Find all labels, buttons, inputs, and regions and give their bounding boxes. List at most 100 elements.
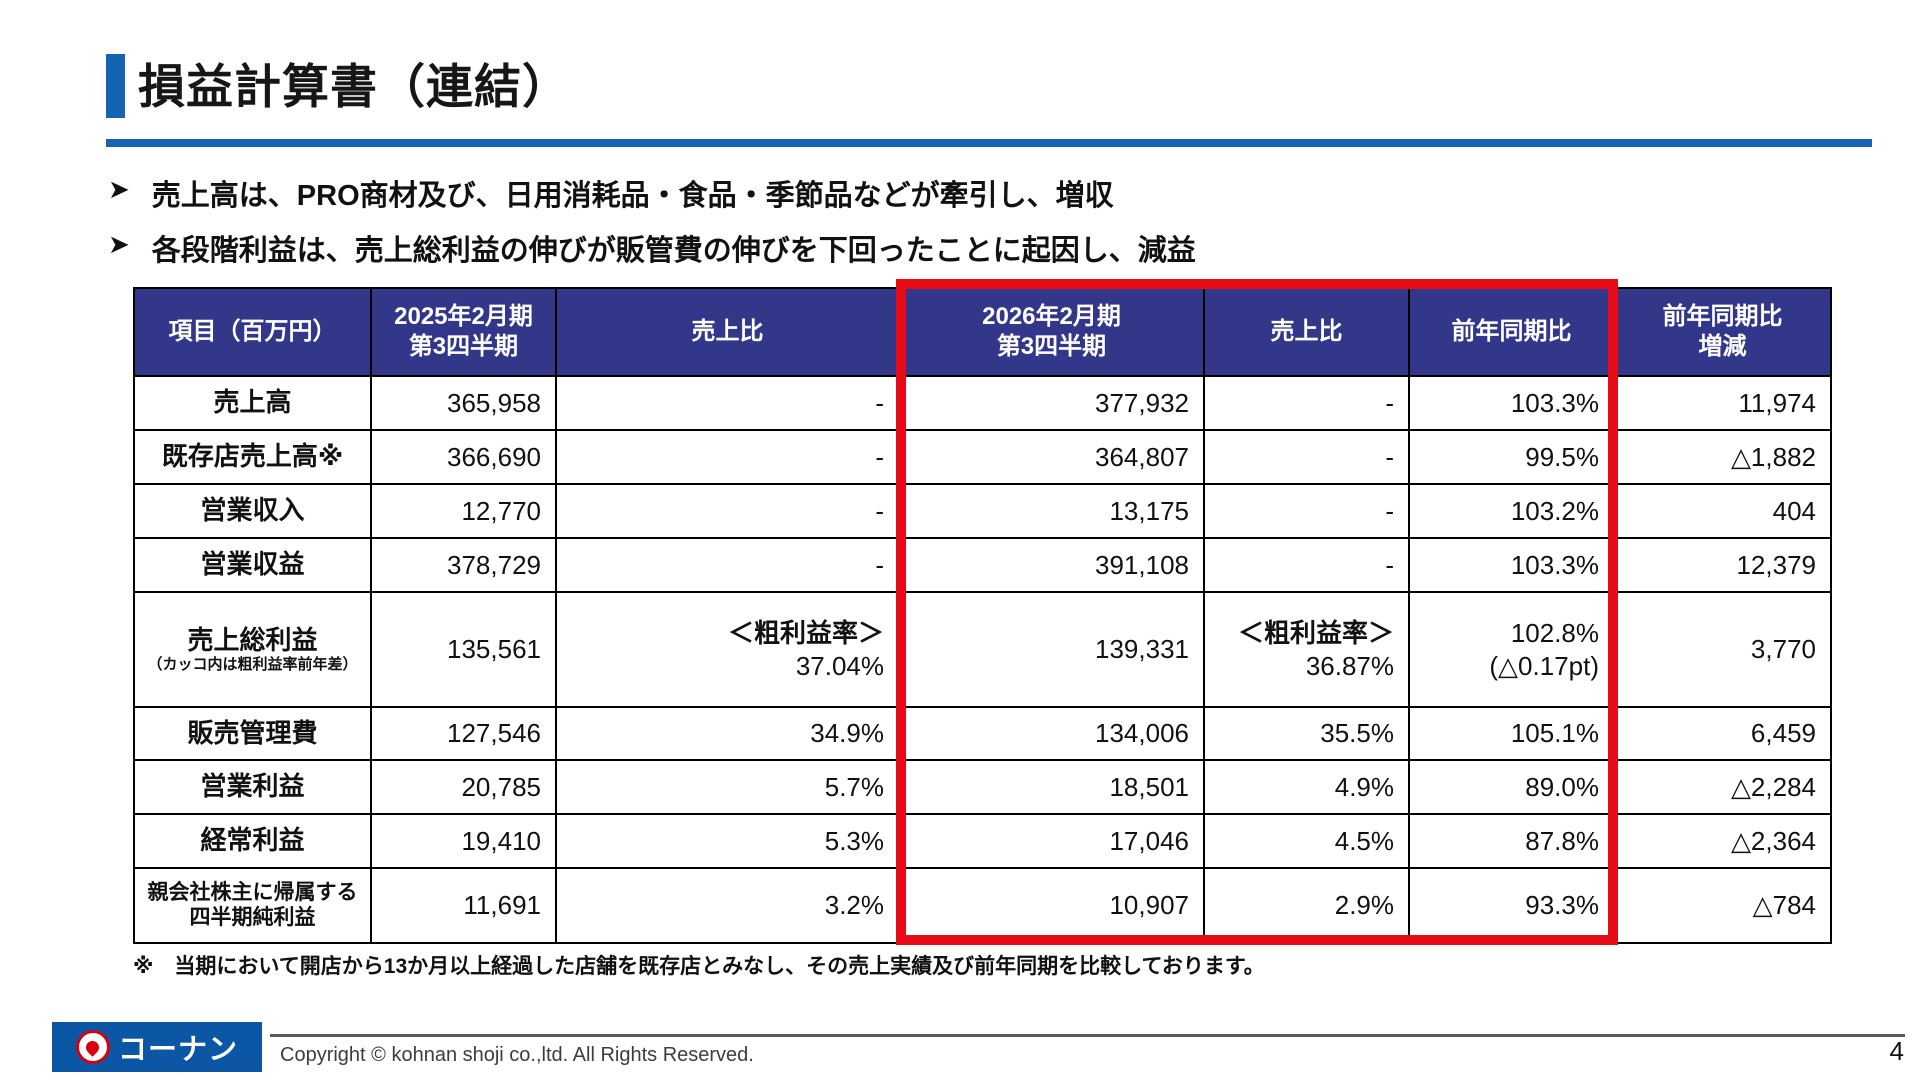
row-label: 営業収入: [133, 483, 372, 539]
copyright-text: Copyright © kohnan shoji co.,ltd. All Ri…: [280, 1044, 754, 1066]
table-cell: -: [555, 429, 900, 485]
table-cell: △2,284: [1613, 759, 1832, 815]
page-title: 損益計算書（連結）: [138, 60, 570, 113]
table-row: 営業収入 12,770-13,175-103.2% 404: [133, 483, 1832, 539]
table-cell: △2,364: [1613, 813, 1832, 869]
table-cell: 364,807: [898, 429, 1205, 485]
table-cell: 103.2%: [1408, 483, 1615, 539]
table-cell: ＜粗利益率＞ 37.04%: [555, 591, 900, 708]
kohnan-logo: コーナン: [52, 1022, 262, 1072]
row-label: 売上総利益 （カッコ内は粗利益率前年差）: [133, 591, 372, 708]
table-cell: 404: [1613, 483, 1832, 539]
table-row: 既存店売上高※ 366,690-364,807-99.5% △1,882: [133, 429, 1832, 485]
row-label: 営業利益: [133, 759, 372, 815]
table-cell: 17,046: [898, 813, 1205, 869]
kohnan-logo-text: コーナン: [117, 1034, 238, 1066]
table-cell: 34.9%: [555, 706, 900, 761]
table-cell: 139,331: [898, 591, 1205, 708]
table-cell: 3.2%: [555, 867, 900, 944]
table-cell: 5.7%: [555, 759, 900, 815]
table-cell: 366,690: [370, 429, 557, 485]
table-cell: 10,907: [898, 867, 1205, 944]
table-cell: 134,006: [898, 706, 1205, 761]
income-statement-table: 項目（百万円） 2025年2月期 第3四半期 売上比 2026年2月期 第3四半期 売上比前…: [133, 287, 1832, 944]
table-cell: 12,770: [370, 483, 557, 539]
table-cell: -: [555, 537, 900, 593]
summary-bullets: ➤ 売上高は、PRO商材及び、日用消耗品・食品・季節品などが牽引し、増収 ➤ 各…: [108, 172, 1808, 282]
row-label: 販売管理費: [133, 706, 372, 761]
table-cell: 35.5%: [1203, 706, 1410, 761]
footnote: ※ 当期において開店から13か月以上経過した店舗を既存店とみなし、その売上実績及…: [133, 955, 1265, 978]
bullet-item: ➤ 売上高は、PRO商材及び、日用消耗品・食品・季節品などが牽引し、増収: [108, 172, 1808, 214]
column-header: 売上比: [1203, 287, 1410, 377]
table-cell: -: [555, 483, 900, 539]
table-cell: 4.5%: [1203, 813, 1410, 869]
table-header: 項目（百万円） 2025年2月期 第3四半期 売上比 2026年2月期 第3四半期 売上比前…: [133, 287, 1832, 377]
table-cell: 18,501: [898, 759, 1205, 815]
table-cell: 5.3%: [555, 813, 900, 869]
column-header: 項目（百万円）: [133, 287, 372, 377]
kohnan-emblem-icon: [75, 1030, 110, 1064]
bullet-item: ➤ 各段階利益は、売上総利益の伸びが販管費の伸びを下回ったことに起因し、減益: [108, 227, 1808, 269]
column-header: 2025年2月期 第3四半期: [370, 287, 557, 377]
table-cell: 4.9%: [1203, 759, 1410, 815]
table-cell: -: [555, 375, 900, 431]
table-cell: 89.0%: [1408, 759, 1615, 815]
table-cell: ＜粗利益率＞ 36.87%: [1203, 591, 1410, 708]
table-row: 売上総利益 （カッコ内は粗利益率前年差） 135,561 ＜粗利益率＞ 37.04% 13…: [133, 591, 1832, 708]
footer-divider: [270, 1034, 1905, 1037]
row-label: 親会社株主に帰属する 四半期純利益: [133, 867, 372, 944]
title-underline: [106, 139, 1872, 147]
page-number: 4: [1889, 1036, 1904, 1066]
table-body: 売上高 365,958-377,932-103.3% 11,974 既存店売上高※ 36…: [133, 375, 1832, 944]
table-cell: 11,691: [370, 867, 557, 944]
table-cell: 103.3%: [1408, 537, 1615, 593]
title-accent-bar: [106, 54, 125, 118]
table-row: 営業収益 378,729-391,108-103.3% 12,379: [133, 537, 1832, 593]
table-cell: △784: [1613, 867, 1832, 944]
table-cell: 102.8% (△0.17pt): [1408, 591, 1615, 708]
table-row: 営業利益 20,785 5.7% 18,501 4.9% 89.0% △2,284: [133, 759, 1832, 815]
table-row: 経常利益 19,410 5.3% 17,046 4.5% 87.8% △2,364: [133, 813, 1832, 869]
column-header: 前年同期比: [1408, 287, 1615, 377]
table-cell: 11,974: [1613, 375, 1832, 431]
table-row: 親会社株主に帰属する 四半期純利益 11,691 3.2% 10,907 2.9% 93.3…: [133, 867, 1832, 944]
table-cell: △1,882: [1613, 429, 1832, 485]
table-cell: 391,108: [898, 537, 1205, 593]
table-cell: 6,459: [1613, 706, 1832, 761]
table-cell: 20,785: [370, 759, 557, 815]
table-cell: 105.1%: [1408, 706, 1615, 761]
table-cell: -: [1203, 375, 1410, 431]
table-cell: 127,546: [370, 706, 557, 761]
column-header: 売上比: [555, 287, 900, 377]
table-cell: -: [1203, 429, 1410, 485]
table-cell: 19,410: [370, 813, 557, 869]
table-cell: 377,932: [898, 375, 1205, 431]
bullet-text: 売上高は、PRO商材及び、日用消耗品・食品・季節品などが牽引し、増収: [151, 180, 1114, 212]
table-cell: 103.3%: [1408, 375, 1615, 431]
table-row: 売上高 365,958-377,932-103.3% 11,974: [133, 375, 1832, 431]
row-label: 経常利益: [133, 813, 372, 869]
bullet-text: 各段階利益は、売上総利益の伸びが販管費の伸びを下回ったことに起因し、減益: [151, 235, 1196, 267]
table-header-row: 項目（百万円） 2025年2月期 第3四半期 売上比 2026年2月期 第3四半期 売上比前…: [133, 287, 1832, 377]
table-cell: 13,175: [898, 483, 1205, 539]
table-cell: 12,379: [1613, 537, 1832, 593]
table-cell: 87.8%: [1408, 813, 1615, 869]
row-label: 営業収益: [133, 537, 372, 593]
bullet-arrow-icon: ➤: [108, 174, 130, 204]
row-label: 既存店売上高※: [133, 429, 372, 485]
table-cell: 378,729: [370, 537, 557, 593]
table-cell: 3,770: [1613, 591, 1832, 708]
column-header: 2026年2月期 第3四半期: [898, 287, 1205, 377]
table-cell: 365,958: [370, 375, 557, 431]
table-cell: 135,561: [370, 591, 557, 708]
table-cell: -: [1203, 537, 1410, 593]
table-cell: 93.3%: [1408, 867, 1615, 944]
table-cell: 99.5%: [1408, 429, 1615, 485]
table-row: 販売管理費 127,546 34.9% 134,006 35.5% 105.1% 6,459: [133, 706, 1832, 761]
row-label: 売上高: [133, 375, 372, 431]
column-header: 前年同期比 増減: [1613, 287, 1832, 377]
table-cell: 2.9%: [1203, 867, 1410, 944]
table-cell: -: [1203, 483, 1410, 539]
